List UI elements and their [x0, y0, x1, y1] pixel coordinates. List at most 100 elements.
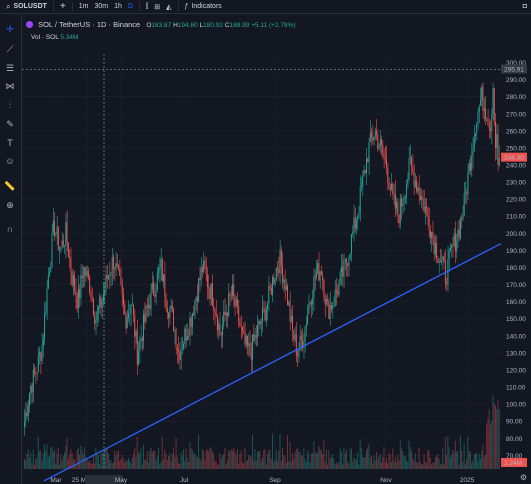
interval-30m[interactable]: 30m: [94, 3, 109, 10]
candle-body: [255, 334, 257, 338]
candle-body: [111, 256, 113, 273]
zoom-icon[interactable]: ⊕: [6, 199, 14, 210]
price-tick-label: 210.00: [506, 214, 526, 221]
volume-badge: 2.24M: [504, 460, 522, 467]
volume-bar: [424, 461, 426, 469]
magnet-icon[interactable]: ∩: [6, 224, 14, 234]
volume-bar: [383, 447, 385, 469]
candle-body: [100, 296, 102, 308]
candle-body: [62, 240, 64, 247]
trendline-icon[interactable]: ⟋: [6, 43, 14, 54]
interval-1m[interactable]: 1m: [78, 3, 89, 10]
volume-bar: [338, 461, 340, 469]
candle-body: [235, 299, 237, 306]
volume-bar: [363, 457, 365, 469]
volume-bar: [278, 451, 280, 469]
candle-body: [469, 162, 471, 171]
price-tick-label: 100.00: [506, 402, 526, 409]
volume-bar: [49, 455, 50, 469]
interval-d[interactable]: D: [127, 3, 133, 10]
candle-body: [214, 309, 216, 313]
date-highlight: [85, 475, 123, 484]
candle-body: [486, 118, 488, 121]
volume-bar: [135, 457, 137, 469]
volume-bar: [225, 464, 227, 469]
volume-bar: [449, 457, 451, 469]
candle-body: [313, 276, 315, 299]
settings-icon[interactable]: ⚙: [519, 473, 527, 482]
volume-bar: [256, 451, 258, 469]
volume-bar: [97, 455, 99, 469]
volume-bar: [107, 453, 109, 469]
price-tick-label: 270.00: [506, 111, 526, 118]
pattern-icon[interactable]: ⋈: [5, 80, 15, 91]
compare-button[interactable]: ⊞: [154, 3, 160, 11]
candle-body: [55, 233, 57, 236]
volume-bar: [150, 447, 152, 469]
crosshair-icon[interactable]: ✛: [6, 23, 14, 34]
volume-bar: [120, 459, 122, 469]
screenshot-button[interactable]: ◘: [523, 3, 527, 10]
candle-body: [277, 268, 278, 270]
add-symbol-button[interactable]: +: [60, 1, 66, 12]
volume-bar: [431, 464, 433, 469]
price-chart[interactable]: 300.00 290.00 280.00 270.00 260.00 250.00 240.…: [22, 14, 531, 484]
emoji-icon[interactable]: ☺: [5, 156, 15, 166]
fib-icon[interactable]: ☰: [5, 62, 15, 73]
volume-bar: [76, 450, 78, 469]
ruler-icon[interactable]: 📏: [4, 180, 16, 191]
chart-style-button[interactable]: ◭: [166, 3, 171, 11]
volume-bar: [393, 461, 395, 469]
candle-body: [170, 305, 172, 310]
trend-line[interactable]: [43, 242, 502, 482]
volume-bar: [488, 409, 490, 469]
candle-body: [105, 275, 107, 291]
projection-icon[interactable]: ⫶: [8, 99, 12, 110]
candle-body: [51, 232, 53, 265]
volume-bar: [443, 463, 445, 469]
candle-body: [70, 257, 72, 272]
candle-body: [153, 283, 154, 295]
candle-body: [388, 182, 390, 189]
candle-body: [456, 240, 458, 252]
candle-body: [492, 88, 494, 114]
volume-bar: [116, 451, 118, 469]
volume-bar: [59, 464, 61, 469]
price-axis[interactable]: 300.00 290.00 280.00 270.00 260.00 250.00 240.…: [506, 60, 526, 460]
volume-bar: [154, 450, 156, 469]
volume-bar: [230, 449, 232, 469]
candle-body: [449, 248, 451, 250]
volume-bar: [472, 460, 474, 469]
symbol-search[interactable]: ⌕ SOLUSDT: [6, 2, 47, 12]
candle-type-button[interactable]: ⫿: [146, 3, 148, 11]
volume-bar: [104, 448, 106, 469]
candle-body: [24, 421, 25, 427]
price-tick-label: 170.00: [506, 282, 526, 289]
volume-bar: [269, 449, 271, 469]
volume-bar: [165, 453, 167, 469]
candle-body: [413, 171, 415, 187]
indicators-button[interactable]: ƒ Indicators: [185, 3, 222, 10]
candle-body: [107, 275, 109, 279]
volume-bar: [419, 462, 421, 469]
interval-1h[interactable]: 1h: [114, 3, 122, 10]
top-toolbar: ⌕ SOLUSDT + 1m 30m 1h D ⫿ ⊞ ◭ ƒ Indicato…: [0, 0, 531, 14]
volume-bar: [456, 451, 458, 469]
candle-body: [483, 108, 485, 111]
candle-body: [65, 222, 67, 246]
volume-bar: [280, 460, 282, 469]
candle-body: [358, 212, 360, 216]
candle-body: [218, 323, 220, 331]
candle-body: [472, 149, 474, 156]
volume-bar: [302, 456, 304, 469]
volume-bar: [332, 454, 334, 469]
candle-body: [76, 296, 78, 309]
candle-body: [139, 340, 141, 351]
candle-body: [262, 307, 263, 322]
brush-icon[interactable]: ✎: [6, 118, 14, 129]
candle-body: [136, 331, 138, 365]
volume-bar: [119, 461, 121, 469]
candle-body: [350, 234, 352, 254]
text-icon[interactable]: T: [7, 138, 13, 148]
